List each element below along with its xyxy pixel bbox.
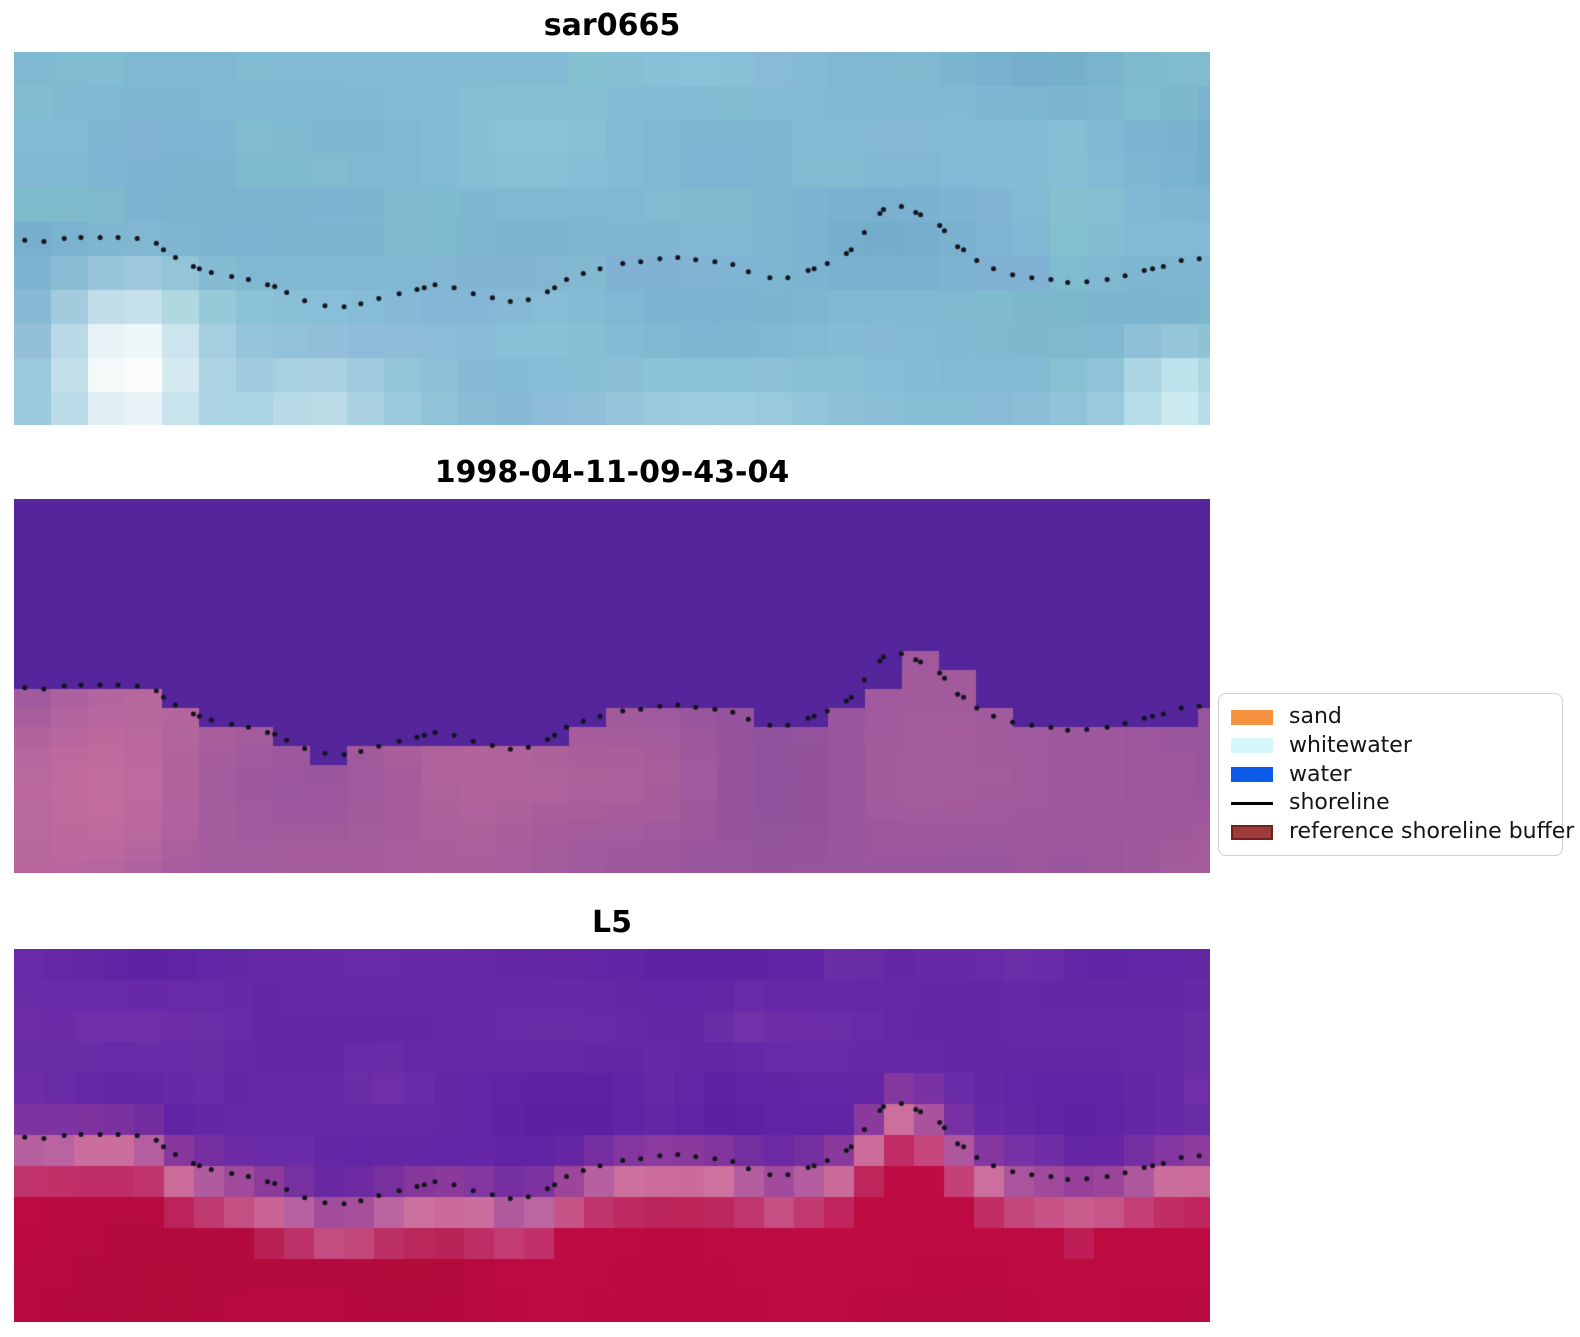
sand-swatch — [1231, 709, 1273, 725]
shoreline-line-swatch — [1231, 801, 1273, 805]
legend: sand whitewater water shoreline referenc… — [1218, 693, 1574, 856]
legend-item-reference-buffer: reference shoreline buffer — [1231, 818, 1574, 846]
whitewater-swatch — [1231, 738, 1273, 754]
legend-label-shoreline: shoreline — [1289, 790, 1390, 816]
legend-label-sand: sand — [1289, 704, 1342, 729]
panel-image-l5 — [14, 949, 1210, 1322]
reference-buffer-swatch — [1231, 824, 1273, 840]
water-swatch — [1231, 767, 1273, 782]
panel-image-classified — [14, 499, 1210, 873]
panel-image-sar0665 — [14, 52, 1210, 425]
panel-title-date: 1998-04-11-09-43-04 — [434, 455, 790, 490]
legend-label-whitewater: whitewater — [1289, 732, 1412, 758]
legend-item-sand: sand — [1231, 703, 1550, 731]
legend-label-water: water — [1289, 761, 1352, 787]
legend-item-water: water — [1231, 761, 1550, 789]
legend-item-shoreline: shoreline — [1231, 789, 1550, 817]
panel-title-sar0665: sar0665 — [543, 8, 681, 43]
legend-label-reference-buffer: reference shoreline buffer — [1289, 819, 1575, 844]
legend-item-whitewater: whitewater — [1231, 732, 1550, 760]
panel-title-l5: L5 — [592, 905, 632, 940]
